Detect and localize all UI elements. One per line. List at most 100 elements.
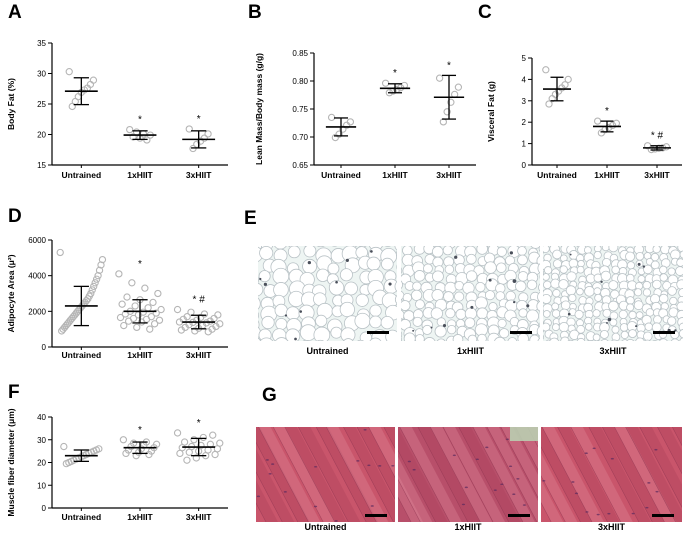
- nucleus: [637, 262, 641, 266]
- data-point: [132, 452, 140, 460]
- adipocyte: [315, 314, 328, 327]
- data-point: [129, 133, 137, 141]
- nucleus: [335, 280, 338, 284]
- adipocyte: [551, 302, 560, 311]
- nucleus: [526, 304, 530, 308]
- nucleus: [313, 505, 318, 508]
- x-tick-label: 3xHIIT: [186, 170, 212, 180]
- adipocyte: [369, 304, 382, 317]
- nucleus: [500, 483, 504, 486]
- adipocyte: [454, 291, 465, 302]
- nucleus: [430, 326, 433, 329]
- muscle-caption-3xhiit: 3xHIIT: [597, 522, 625, 532]
- panel-label-d: D: [8, 206, 22, 227]
- nucleus: [569, 253, 572, 256]
- adipocyte: [412, 316, 423, 327]
- adipocyte: [608, 280, 619, 291]
- adipocyte: [675, 266, 685, 276]
- data-point: [190, 436, 198, 444]
- x-tick-label: 3xHIIT: [436, 170, 462, 180]
- visceral-fat-plot: 0 1 2 3 4 5 Visceral Fat (g) Untrained 1xHIIT * 3x…: [486, 54, 682, 180]
- y-tick-label: 2000: [28, 307, 46, 316]
- adipocyte: [653, 315, 662, 324]
- y-tick-label: 30: [37, 436, 46, 445]
- data-point: [346, 118, 355, 126]
- data-point: [204, 328, 212, 336]
- scale-bar: [653, 331, 675, 334]
- adipocyte: [287, 245, 301, 259]
- adipocyte: [543, 266, 553, 275]
- adipocyte: [634, 288, 643, 297]
- nucleus: [567, 312, 571, 316]
- significance-mark: *: [605, 106, 609, 117]
- muscle-background: [541, 427, 682, 522]
- muscle-caption-1xhiit: 1xHIIT: [454, 522, 482, 532]
- adipocyte: [551, 309, 561, 318]
- muscle-fiber: [602, 427, 665, 522]
- nucleus: [512, 493, 516, 496]
- x-tick-label: 1xHIIT: [127, 350, 153, 360]
- data-point: [447, 98, 455, 106]
- x-tick-label: Untrained: [61, 512, 101, 522]
- adipose-caption-untrained: Untrained: [306, 346, 349, 356]
- nucleus: [485, 446, 489, 449]
- data-point: [62, 459, 70, 468]
- adipocyte: [354, 312, 371, 329]
- nucleus: [378, 465, 382, 467]
- adipocyte: [635, 251, 645, 261]
- fiber-border: [614, 426, 665, 523]
- adipocyte: [558, 279, 569, 290]
- panel-label-a: A: [8, 2, 22, 23]
- muscle-caption-untrained: Untrained: [304, 522, 347, 532]
- data-point: [68, 102, 76, 111]
- muscle-fiber: [588, 427, 651, 522]
- adipocyte: [552, 289, 561, 298]
- nucleus: [512, 279, 517, 283]
- data-point: [454, 83, 463, 91]
- y-tick-label: 20: [37, 131, 46, 140]
- adipocyte: [484, 290, 496, 301]
- adipocyte: [650, 293, 661, 304]
- muscle-fiber: [487, 427, 550, 522]
- adipocyte: [413, 243, 426, 255]
- scale-bar: [367, 331, 389, 334]
- data-point: [173, 305, 182, 314]
- y-tick-label: 0.65: [292, 161, 308, 170]
- adipocyte: [517, 271, 529, 282]
- nucleus: [574, 492, 579, 495]
- data-point: [141, 284, 149, 292]
- nucleus: [283, 491, 287, 493]
- significance-mark: *: [138, 115, 142, 126]
- adipocyte: [477, 333, 487, 344]
- data-point: [116, 313, 125, 322]
- adipocyte: [476, 243, 488, 255]
- tissue-fold: [510, 427, 538, 441]
- muscle-fiber: [298, 427, 361, 522]
- data-point: [209, 431, 217, 439]
- adipocyte: [619, 323, 629, 332]
- fiber-border: [472, 426, 524, 523]
- significance-mark: * #: [651, 131, 664, 142]
- nucleus: [655, 490, 659, 493]
- nucleus: [307, 260, 311, 265]
- data-point: [122, 449, 130, 458]
- muscle-image-untrained: [215, 426, 476, 523]
- adipocyte: [344, 281, 358, 296]
- data-point: [204, 130, 212, 138]
- data-point: [157, 305, 165, 314]
- data-point: [94, 272, 102, 280]
- muscle-fiber: [258, 427, 321, 522]
- adipocyte: [515, 280, 527, 292]
- data-point: [193, 316, 201, 324]
- adipocyte: [643, 331, 653, 342]
- adipocyte: [499, 328, 510, 339]
- nucleus: [475, 458, 479, 461]
- fiber-border: [442, 426, 494, 523]
- adipocyte: [432, 270, 444, 283]
- significance-mark: *: [393, 68, 397, 79]
- data-point: [126, 125, 134, 134]
- data-point: [89, 76, 98, 84]
- y-tick-label: 2: [522, 118, 527, 127]
- nucleus: [571, 481, 575, 483]
- adipocyte: [559, 265, 568, 274]
